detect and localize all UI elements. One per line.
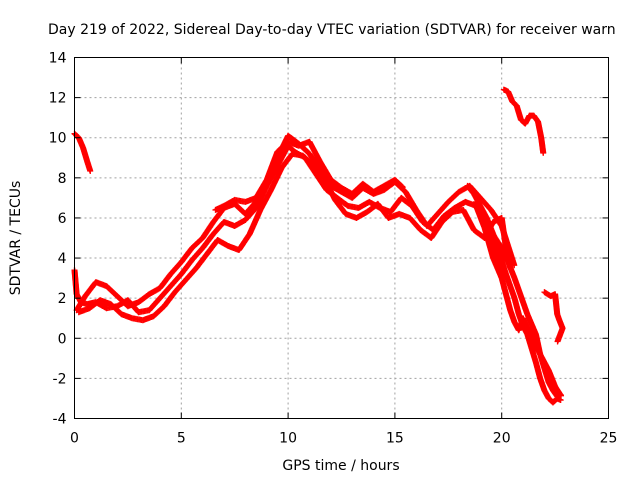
x-axis-label: GPS time / hours	[282, 458, 399, 474]
series-track-c-main	[73, 132, 518, 314]
series-track-i-late	[541, 289, 566, 345]
y-tick-label: 12	[49, 91, 67, 107]
data-point	[554, 338, 561, 345]
plot-series	[71, 86, 566, 406]
x-tick-label: 5	[177, 431, 186, 447]
y-tick-label: 10	[49, 131, 67, 147]
data-point	[399, 184, 406, 191]
y-tick-label: 0	[58, 331, 67, 347]
y-tick-label: 4	[58, 251, 67, 267]
data-point	[399, 183, 406, 190]
x-tick-label: 20	[493, 431, 511, 447]
grid	[74, 57, 609, 419]
y-tick-label: 8	[58, 171, 67, 187]
series-track-h-late	[477, 208, 565, 399]
series-track-e-main	[212, 138, 406, 213]
y-axis-label: SDTVAR / TECUs	[8, 181, 24, 296]
y-tick-labels: -4 -2 0 2 4 6 8 10 12 14	[49, 51, 67, 428]
x-tick-label: 10	[279, 431, 297, 447]
data-point	[540, 149, 547, 156]
y-tick-label: -2	[53, 371, 67, 387]
y-tick-label: 2	[58, 291, 67, 307]
data-point	[558, 392, 565, 399]
axis-ticks	[74, 57, 609, 419]
y-tick-label: 6	[58, 211, 67, 227]
series-track-j-late-high	[500, 86, 547, 156]
plot-frame	[74, 57, 609, 419]
x-tick-label: 15	[386, 431, 404, 447]
x-tick-label: 25	[600, 431, 618, 447]
data-point	[87, 167, 94, 174]
chart-title: Day 219 of 2022, Sidereal Day-to-day VTE…	[48, 22, 616, 38]
x-tick-labels: 0 5 10 15 20 25	[70, 431, 617, 447]
x-tick-label: 0	[70, 431, 79, 447]
y-tick-label: 14	[49, 51, 67, 67]
y-tick-label: -4	[53, 412, 67, 428]
